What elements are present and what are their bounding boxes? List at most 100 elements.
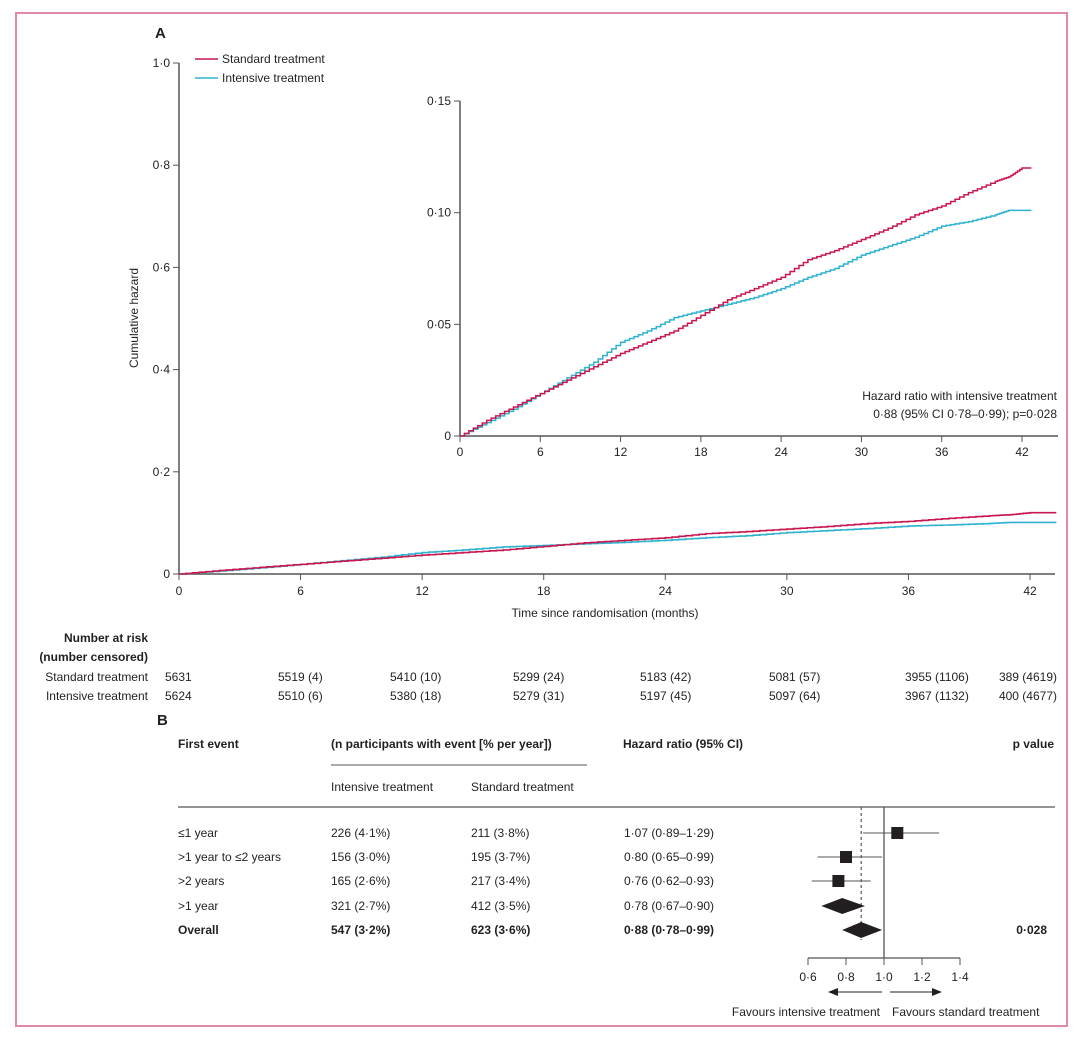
risk-table-title-1: Number at risk — [64, 631, 148, 645]
forest-row-label: >1 year — [178, 899, 218, 913]
inset-y-tick-label: 0·10 — [427, 206, 451, 220]
risk-cell: 3955 (1106) — [905, 670, 969, 684]
forest-row-standard: 195 (3·7%) — [471, 850, 530, 864]
forest-x-tick-label: 1·0 — [875, 970, 893, 984]
header-intensive: Intensive treatment — [331, 780, 434, 794]
forest-row-intensive: 226 (4·1%) — [331, 826, 390, 840]
risk-cell: 5299 (24) — [513, 670, 564, 684]
risk-cell: 3967 (1132) — [905, 689, 969, 703]
inset-x-tick-label: 30 — [855, 445, 869, 459]
y-tick-label: 0·6 — [153, 260, 171, 274]
header-standard: Standard treatment — [471, 780, 574, 794]
header-first-event: First event — [178, 737, 239, 751]
risk-cell: 5081 (57) — [769, 670, 820, 684]
figure-frame — [15, 12, 1068, 1027]
forest-row-label: >1 year to ≤2 years — [178, 850, 281, 864]
y-tick-label: 0·4 — [153, 363, 171, 377]
x-tick-label: 12 — [415, 584, 429, 598]
x-axis-label: Time since randomisation (months) — [512, 606, 699, 620]
risk-cell: 5510 (6) — [278, 689, 323, 703]
header-hr: Hazard ratio (95% CI) — [623, 737, 743, 751]
y-axis-label: Cumulative hazard — [127, 268, 141, 368]
y-tick-label: 0 — [163, 567, 170, 581]
risk-cell: 5380 (18) — [390, 689, 441, 703]
favours-arrows — [828, 988, 942, 996]
forest-row-standard: 211 (3·8%) — [471, 826, 529, 840]
main-series — [179, 511, 1057, 575]
risk-cell: 400 (4677) — [999, 689, 1057, 703]
forest-x-tick-label: 0·6 — [799, 970, 817, 984]
risk-row-label: Standard treatment — [45, 670, 148, 684]
forest-row-intensive: 165 (2·6%) — [331, 874, 390, 888]
inset-series-line-intensive-treatment — [460, 209, 1032, 437]
hr-square-marker — [840, 851, 852, 863]
inset-x-tick-label: 24 — [774, 445, 788, 459]
legend: Standard treatment Intensive treatment — [195, 52, 325, 85]
forest-row-label: ≤1 year — [178, 826, 218, 840]
inset-y-tick-label: 0·05 — [427, 317, 451, 331]
panel-b-label: B — [157, 712, 168, 729]
x-tick-label: 30 — [780, 584, 794, 598]
inset-series — [460, 167, 1032, 437]
risk-cell: 5519 (4) — [278, 670, 323, 684]
forest-plot: 0·6 0·8 1·0 1·2 1·4 — [799, 807, 969, 984]
forest-x-tick-label: 1·4 — [951, 970, 969, 984]
risk-table-title-2: (number censored) — [39, 650, 148, 664]
series-line-standard-treatment — [179, 511, 1057, 575]
inset-y-tick-label: 0·15 — [427, 94, 451, 108]
forest-row-p-value: 0·028 — [1016, 923, 1047, 937]
hr-diamond-marker — [821, 898, 865, 914]
y-tick-label: 0·8 — [153, 158, 171, 172]
inset-x-tick-label: 42 — [1015, 445, 1029, 459]
y-tick-label: 0·2 — [153, 465, 171, 479]
forest-x-tick-label: 1·2 — [913, 970, 931, 984]
risk-cell: 389 (4619) — [999, 670, 1057, 684]
favours-standard-label: Favours standard treatment — [892, 1005, 1040, 1019]
hr-square-marker — [891, 827, 904, 839]
risk-cell: 5097 (64) — [769, 689, 820, 703]
risk-row-label: Intensive treatment — [46, 689, 149, 703]
risk-cell: 5183 (42) — [640, 670, 691, 684]
x-tick-label: 42 — [1023, 584, 1037, 598]
risk-cell: 5410 (10) — [390, 670, 441, 684]
risk-cell: 5279 (31) — [513, 689, 564, 703]
y-tick-label: 1·0 — [153, 56, 171, 70]
risk-cell: 5624 — [165, 689, 192, 703]
panel-a-label: A — [155, 25, 166, 42]
hr-square-marker — [832, 875, 845, 887]
inset-x-tick-label: 18 — [694, 445, 708, 459]
inset-annotation-line1: Hazard ratio with intensive treatment — [862, 389, 1057, 403]
forest-row-hr: 0·76 (0·62–0·93) — [624, 874, 714, 888]
x-tick-label: 0 — [176, 584, 183, 598]
forest-row-intensive: 156 (3·0%) — [331, 850, 390, 864]
inset-axes: 0 0·05 0·10 0·15 0 6 12 18 24 30 36 42 — [427, 94, 1058, 459]
forest-row-standard: 623 (3·6%) — [471, 923, 530, 937]
header-p-value: p value — [1013, 737, 1055, 751]
forest-row-intensive: 547 (3·2%) — [331, 923, 390, 937]
header-group: (n participants with event [% per year]) — [331, 737, 552, 751]
risk-table: Standard treatment 5631 5519 (4) 5410 (10) 5… — [45, 670, 1057, 703]
forest-rows: ≤1 year 226 (4·1%) 211 (3·8%) 1·07 (0·89–1·… — [178, 826, 1047, 937]
arrow-right-icon — [932, 988, 942, 996]
legend-label-intensive: Intensive treatment — [222, 71, 325, 85]
forest-row-hr: 1·07 (0·89–1·29) — [624, 826, 714, 840]
forest-row-label: >2 years — [178, 874, 224, 888]
arrow-left-icon — [828, 988, 838, 996]
forest-x-tick-label: 0·8 — [837, 970, 855, 984]
inset-series-line-standard-treatment — [460, 167, 1032, 437]
forest-row-intensive: 321 (2·7%) — [331, 899, 390, 913]
hr-diamond-marker — [842, 922, 883, 938]
main-axes: 0 0·2 0·4 0·6 0·8 1·0 0 6 12 18 24 30 36 42 — [153, 56, 1055, 598]
x-tick-label: 36 — [902, 584, 916, 598]
inset-background — [462, 92, 1062, 432]
legend-label-standard: Standard treatment — [222, 52, 325, 66]
forest-row-standard: 217 (3·4%) — [471, 874, 530, 888]
x-tick-label: 24 — [659, 584, 673, 598]
forest-row-hr: 0·78 (0·67–0·90) — [624, 899, 714, 913]
favours-intensive-label: Favours intensive treatment — [732, 1005, 881, 1019]
x-tick-label: 18 — [537, 584, 551, 598]
risk-cell: 5631 — [165, 670, 192, 684]
forest-row-standard: 412 (3·5%) — [471, 899, 530, 913]
inset-x-tick-label: 36 — [935, 445, 949, 459]
